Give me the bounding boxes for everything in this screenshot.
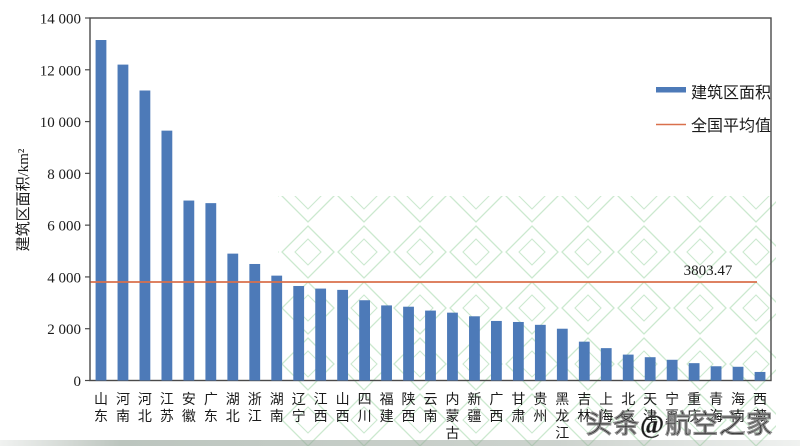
bar-浙江 xyxy=(249,263,261,381)
bar-山东 xyxy=(95,40,107,381)
bar-上海 xyxy=(600,348,612,381)
x-tick-label: 河北 xyxy=(138,392,152,425)
bar-天津 xyxy=(644,357,656,381)
x-tick-label: 河南 xyxy=(116,392,130,425)
x-tick-label: 湖南 xyxy=(270,392,284,425)
bar-河北 xyxy=(139,90,151,381)
x-tick-label: 宁夏 xyxy=(665,391,679,425)
x-tick-label: 安徽 xyxy=(182,392,196,425)
bar-湖北 xyxy=(227,253,239,381)
bottom-edge-band xyxy=(0,440,800,446)
bar-甘肃 xyxy=(512,321,524,381)
x-tick-label: 海南 xyxy=(731,392,745,425)
x-tick-label: 江苏 xyxy=(160,392,174,425)
x-tick-label: 山东 xyxy=(94,392,108,425)
bar-重庆 xyxy=(688,363,700,381)
bar-辽宁 xyxy=(293,285,305,381)
bar-黑龙江 xyxy=(556,328,568,381)
x-tick-label: 吉林 xyxy=(577,392,591,425)
x-tick-label: 西藏 xyxy=(753,393,767,425)
bar-湖南 xyxy=(271,275,283,381)
bar-云南 xyxy=(425,310,436,381)
x-tick-label: 新疆 xyxy=(467,392,481,425)
legend-bar-label: 建筑区面积 xyxy=(691,84,771,102)
bar-内蒙古 xyxy=(447,312,458,381)
x-tick-label: 上海 xyxy=(599,392,613,425)
x-tick-label: 四川 xyxy=(358,393,372,425)
y-tick-label: 14 000 xyxy=(40,12,81,28)
y-tick-label: 8 000 xyxy=(47,167,81,183)
x-tick-label: 贵州 xyxy=(533,392,547,425)
bar-青海 xyxy=(710,366,722,381)
bar-广西 xyxy=(491,320,502,381)
y-axis-title: 建筑区面积/km² xyxy=(15,148,32,251)
x-tick-label: 浙江 xyxy=(248,392,262,425)
green-lattice-watermark xyxy=(278,196,776,446)
x-tick-label: 云南 xyxy=(424,393,438,425)
x-tick-label: 湖北 xyxy=(226,392,240,425)
site-watermark-text: 头条@航空之家 xyxy=(586,409,773,439)
bar-宁夏 xyxy=(666,359,678,381)
bar-福建 xyxy=(381,305,392,381)
bar-新疆 xyxy=(469,316,480,381)
bar-广东 xyxy=(205,203,217,381)
y-tick-label: 6 000 xyxy=(47,219,81,235)
x-tick-label: 江西 xyxy=(314,392,328,425)
x-tick-label: 天津 xyxy=(643,393,657,425)
x-tick-label: 北京 xyxy=(621,392,635,425)
bar-山西 xyxy=(337,289,349,381)
bar-江苏 xyxy=(161,130,173,381)
x-tick-label: 甘肃 xyxy=(511,392,525,425)
x-tick-label: 广西 xyxy=(489,392,503,425)
bar-陕西 xyxy=(403,306,414,381)
bar-吉林 xyxy=(578,341,590,381)
bar-海南 xyxy=(732,366,744,381)
legend: 建筑区面积 全国平均值 xyxy=(656,84,771,135)
x-tick-label: 内蒙古 xyxy=(445,392,459,442)
x-tick-label: 青海 xyxy=(709,392,723,425)
bar-四川 xyxy=(359,300,370,381)
plot-area: 0 2 000 4 000 6 000 8 000 10 000 12 000 14 000 山… xyxy=(40,12,772,442)
bar-安徽 xyxy=(183,200,195,381)
x-tick-label: 山西 xyxy=(336,392,350,425)
legend-average-line-label: 全国平均值 xyxy=(691,117,771,135)
y-tick-label: 2 000 xyxy=(47,322,81,338)
x-tick-label: 黑龙江 xyxy=(555,393,569,442)
x-tick-label: 辽宁 xyxy=(292,392,306,425)
bar-贵州 xyxy=(534,324,546,381)
average-value-annotation: 3803.47 xyxy=(684,263,733,279)
y-tick-label: 0 xyxy=(74,374,82,390)
x-tick-label: 陕西 xyxy=(402,392,416,425)
bar-江西 xyxy=(315,288,327,381)
y-tick-label: 4 000 xyxy=(47,270,81,286)
bar-西藏 xyxy=(754,371,766,381)
x-tick-label: 广东 xyxy=(204,392,218,425)
y-tick-label: 10 000 xyxy=(40,115,81,131)
legend-bar-marker xyxy=(656,87,686,93)
x-tick-label: 福建 xyxy=(380,392,394,425)
bar-河南 xyxy=(117,64,129,381)
y-tick-label: 12 000 xyxy=(40,63,81,79)
x-tick-label: 重庆 xyxy=(687,392,701,425)
bar-北京 xyxy=(622,354,634,381)
